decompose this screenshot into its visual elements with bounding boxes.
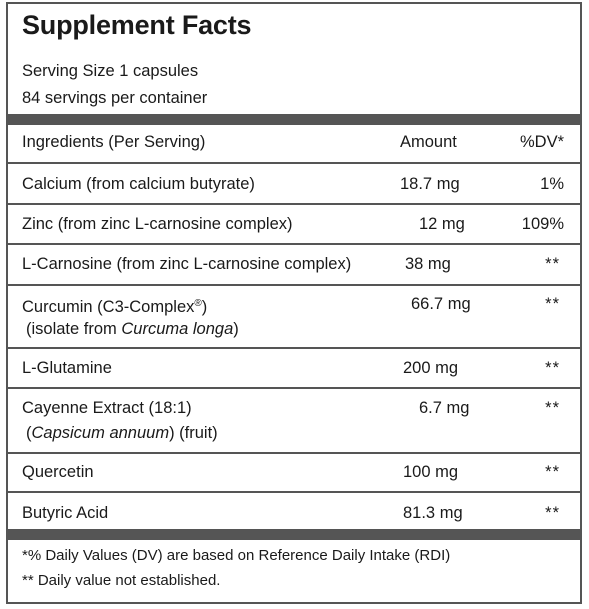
ingredient-amount: 200 mg xyxy=(403,359,459,377)
dv-footnote: *% Daily Values (DV) are based on Refere… xyxy=(22,547,451,564)
ingredient-name: L-Carnosine (from zinc L-carnosine compl… xyxy=(22,255,352,273)
ingredient-source: (Capsicum annuum) (fruit) xyxy=(26,424,218,442)
ingredient-name: L-Glutamine xyxy=(22,359,112,377)
row-divider xyxy=(8,452,580,454)
ingredient-name: Calcium (from calcium butyrate) xyxy=(22,175,255,193)
not-established-footnote: ** Daily value not established. xyxy=(22,572,221,589)
row-divider xyxy=(8,387,580,389)
panel-title: Supplement Facts xyxy=(22,10,252,40)
ingredient-dv: 109% xyxy=(521,215,564,233)
top-thick-divider xyxy=(8,114,580,125)
registered-mark: ® xyxy=(194,298,202,309)
row-divider xyxy=(8,203,580,205)
ingredient-name: Curcumin (C3-Complex®) xyxy=(22,298,208,316)
ingredient-source: (isolate from Curcuma longa) xyxy=(26,320,239,338)
amount-header: Amount xyxy=(400,133,457,151)
supplement-facts-panel: Supplement Facts Serving Size 1 capsules… xyxy=(6,2,582,604)
ingredient-dv: ** xyxy=(545,255,560,273)
ingredient-dv: ** xyxy=(545,295,560,313)
ingredient-dv: ** xyxy=(545,399,560,417)
ingredient-amount: 18.7 mg xyxy=(400,175,460,193)
ingredient-name: Butyric Acid xyxy=(22,504,109,522)
ingredient-amount: 38 mg xyxy=(405,255,451,273)
ingredient-amount: 66.7 mg xyxy=(411,295,471,313)
ingredient-amount: 81.3 mg xyxy=(403,504,463,522)
serving-size: Serving Size 1 capsules xyxy=(22,62,199,80)
ingredient-name: Zinc (from zinc L-carnosine complex) xyxy=(22,215,293,233)
bottom-thick-divider xyxy=(8,529,580,540)
row-divider xyxy=(8,284,580,286)
dv-header: %DV* xyxy=(519,133,564,151)
ingredient-dv: ** xyxy=(545,504,560,522)
row-divider xyxy=(8,243,580,245)
row-divider xyxy=(8,347,580,349)
ingredient-amount: 12 mg xyxy=(419,215,465,233)
ingredients-header: Ingredients (Per Serving) xyxy=(22,133,206,151)
ingredient-amount: 100 mg xyxy=(403,463,459,481)
ingredient-name: Quercetin xyxy=(22,463,94,481)
servings-per-container: 84 servings per container xyxy=(22,89,208,107)
ingredient-name: Cayenne Extract (18:1) xyxy=(22,399,192,417)
row-divider xyxy=(8,162,580,164)
row-divider xyxy=(8,491,580,493)
ingredient-amount: 6.7 mg xyxy=(419,399,470,417)
ingredient-dv: 1% xyxy=(540,175,564,193)
ingredient-dv: ** xyxy=(545,463,560,481)
ingredient-dv: ** xyxy=(545,359,560,377)
